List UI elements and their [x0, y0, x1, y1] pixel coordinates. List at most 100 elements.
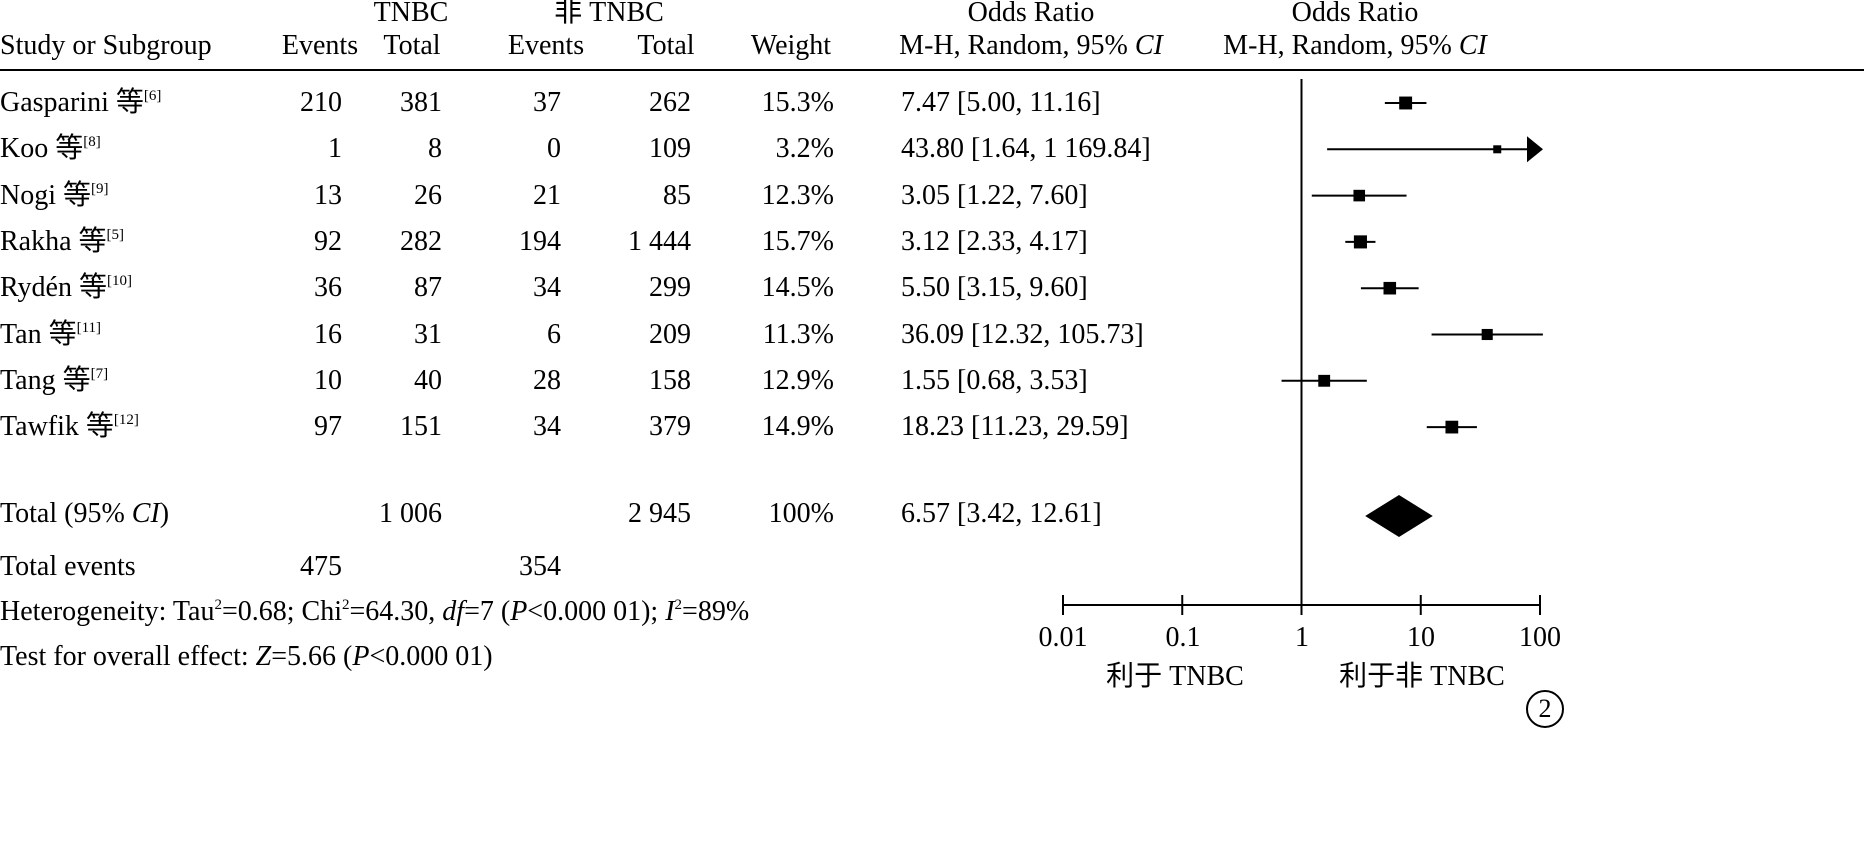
study-name: Nogi 等[9]: [0, 179, 109, 211]
total-events-non-tnbc: 354: [519, 551, 561, 582]
non-tnbc-events-cell: 34: [533, 272, 561, 304]
pooled-diamond: [1365, 495, 1433, 537]
weight-cell: 14.5%: [761, 272, 834, 304]
reference-number: [5]: [106, 226, 125, 243]
weight-cell: 12.3%: [761, 179, 834, 211]
table-row: Rydén 等[10] 36 87 34 299 14.5% 5.50 [3.15, 9.6…: [0, 271, 1864, 305]
table-row: Tang 等[7] 10 40 28 158 12.9% 1.55 [0.68, 3.53]: [0, 364, 1864, 398]
or-ci-cell: 18.23 [11.23, 29.59]: [901, 411, 1129, 443]
reference-number: [7]: [90, 365, 109, 382]
point-estimate: [1318, 374, 1331, 387]
non-tnbc-events-heading: Events: [507, 30, 585, 61]
tnbc-events-heading: Events: [281, 30, 359, 61]
tnbc-total-cell: 151: [400, 411, 442, 443]
point-estimate: [1493, 145, 1502, 154]
study-name: Rydén 等[10]: [0, 272, 132, 304]
non-tnbc-total-cell: 379: [649, 411, 691, 443]
tnbc-total-cell: 26: [414, 179, 442, 211]
non-tnbc-events-cell: 28: [533, 364, 561, 396]
weight-cell: 15.3%: [761, 87, 834, 118]
non-tnbc-total-heading: Total: [637, 30, 695, 61]
weight-cell: 11.3%: [762, 318, 834, 350]
total-events-tnbc: 475: [300, 551, 342, 582]
tnbc-events-cell: 10: [314, 364, 342, 396]
table-row: Rakha 等[5] 92 282 194 1 444 15.7% 3.12 [2.33, …: [0, 225, 1864, 259]
weight-cell: 12.9%: [761, 364, 834, 396]
study-name: Tang 等[7]: [0, 364, 109, 396]
study-column-heading: Study or Subgroup: [0, 30, 212, 61]
or-table-heading: Odds Ratio: [967, 0, 1095, 28]
study-name: Rakha 等[5]: [0, 225, 125, 257]
tnbc-total-cell: 87: [414, 272, 442, 304]
or-ci-cell: 36.09 [12.32, 105.73]: [901, 318, 1144, 350]
point-estimate: [1399, 96, 1413, 110]
study-name: Gasparini 等[6]: [0, 87, 162, 118]
point-estimate: [1383, 281, 1397, 295]
favours-non-tnbc-label: 利于非 TNBC: [1339, 661, 1505, 692]
tnbc-total-cell: 31: [414, 318, 442, 350]
or-plot-heading: Odds Ratio: [1291, 0, 1419, 28]
non-tnbc-events-cell: 194: [519, 225, 561, 257]
non-tnbc-events-cell: 0: [547, 133, 561, 165]
weight-heading: Weight: [750, 30, 832, 61]
weight-cell: 3.2%: [775, 133, 834, 165]
non-tnbc-total-cell: 109: [649, 133, 691, 165]
reference-number: [10]: [106, 273, 132, 290]
weight-cell: 14.9%: [761, 411, 834, 443]
favours-tnbc-label: 利于 TNBC: [1106, 661, 1244, 692]
table-row: Koo 等[8] 1 8 0 109 3.2% 43.80 [1.64, 1 169.84]: [0, 132, 1864, 166]
table-row: Tan 等[11] 16 31 6 209 11.3% 36.09 [12.32, 105.…: [0, 318, 1864, 352]
tnbc-total-cell: 8: [428, 133, 442, 165]
reference-number: [8]: [83, 134, 101, 151]
non-tnbc-total-cell: 209: [649, 318, 691, 350]
table-row: Tawfik 等[12] 97 151 34 379 14.9% 18.23 [11.23,…: [0, 410, 1864, 444]
total-weight: 100%: [768, 498, 834, 529]
tnbc-total-cell: 40: [414, 364, 442, 396]
study-name: Koo 等[8]: [0, 133, 101, 165]
table-row: Gasparini 等[6] 210 381 37 262 15.3% 7.47 [5.00…: [0, 86, 1864, 120]
reference-number: [6]: [143, 88, 162, 104]
weight-cell: 15.7%: [761, 225, 834, 257]
or-ci-cell: 3.12 [2.33, 4.17]: [901, 225, 1088, 257]
non-tnbc-total-cell: 262: [649, 87, 691, 118]
or-ci-cell: 43.80 [1.64, 1 169.84]: [901, 133, 1151, 165]
total-ci-text: 6.57 [3.42, 12.61]: [901, 498, 1102, 529]
x-tick-label: 100: [1519, 622, 1561, 653]
non-tnbc-total-cell: 158: [649, 364, 691, 396]
tnbc-events-cell: 16: [314, 318, 342, 350]
reference-number: [11]: [76, 319, 102, 336]
x-tick-label: 1: [1295, 622, 1309, 653]
x-tick-label: 10: [1407, 622, 1435, 653]
or-ci-cell: 1.55 [0.68, 3.53]: [901, 364, 1088, 396]
panel-number-badge: 2: [1526, 690, 1564, 728]
study-name: Tan 等[11]: [0, 318, 102, 350]
non-tnbc-events-cell: 37: [533, 87, 561, 118]
total-tnbc-total: 1 006: [379, 498, 442, 529]
point-estimate: [1445, 420, 1459, 434]
non-tnbc-events-cell: 21: [533, 179, 561, 211]
header-rule: [0, 69, 1864, 71]
reference-number: [12]: [113, 412, 139, 429]
non-tnbc-group-heading: 非 TNBC: [554, 0, 664, 28]
x-tick-label: 0.01: [1038, 622, 1088, 653]
non-tnbc-events-cell: 6: [547, 318, 561, 350]
reference-number: [9]: [91, 180, 109, 197]
or-table-method: M-H, Random, 95% CI: [899, 30, 1163, 61]
point-estimate: [1353, 235, 1367, 249]
x-tick-label: 0.1: [1165, 622, 1201, 653]
tnbc-events-cell: 92: [314, 225, 342, 257]
tnbc-events-cell: 1: [328, 133, 342, 165]
total-label: Total (95% CI): [0, 498, 170, 529]
tnbc-events-cell: 210: [300, 87, 342, 118]
non-tnbc-total-cell: 1 444: [628, 225, 691, 257]
point-estimate: [1481, 328, 1493, 341]
point-estimate: [1353, 189, 1366, 202]
total-events-label: Total events: [0, 551, 136, 582]
total-non-tnbc-total: 2 945: [628, 498, 691, 529]
or-ci-cell: 5.50 [3.15, 9.60]: [901, 272, 1088, 304]
heterogeneity-text: Heterogeneity: Tau2=0.68; Chi2=64.30, df…: [0, 596, 750, 627]
or-ci-cell: 7.47 [5.00, 11.16]: [901, 87, 1101, 118]
non-tnbc-total-cell: 85: [663, 179, 691, 211]
ci-arrow: [1527, 136, 1543, 163]
